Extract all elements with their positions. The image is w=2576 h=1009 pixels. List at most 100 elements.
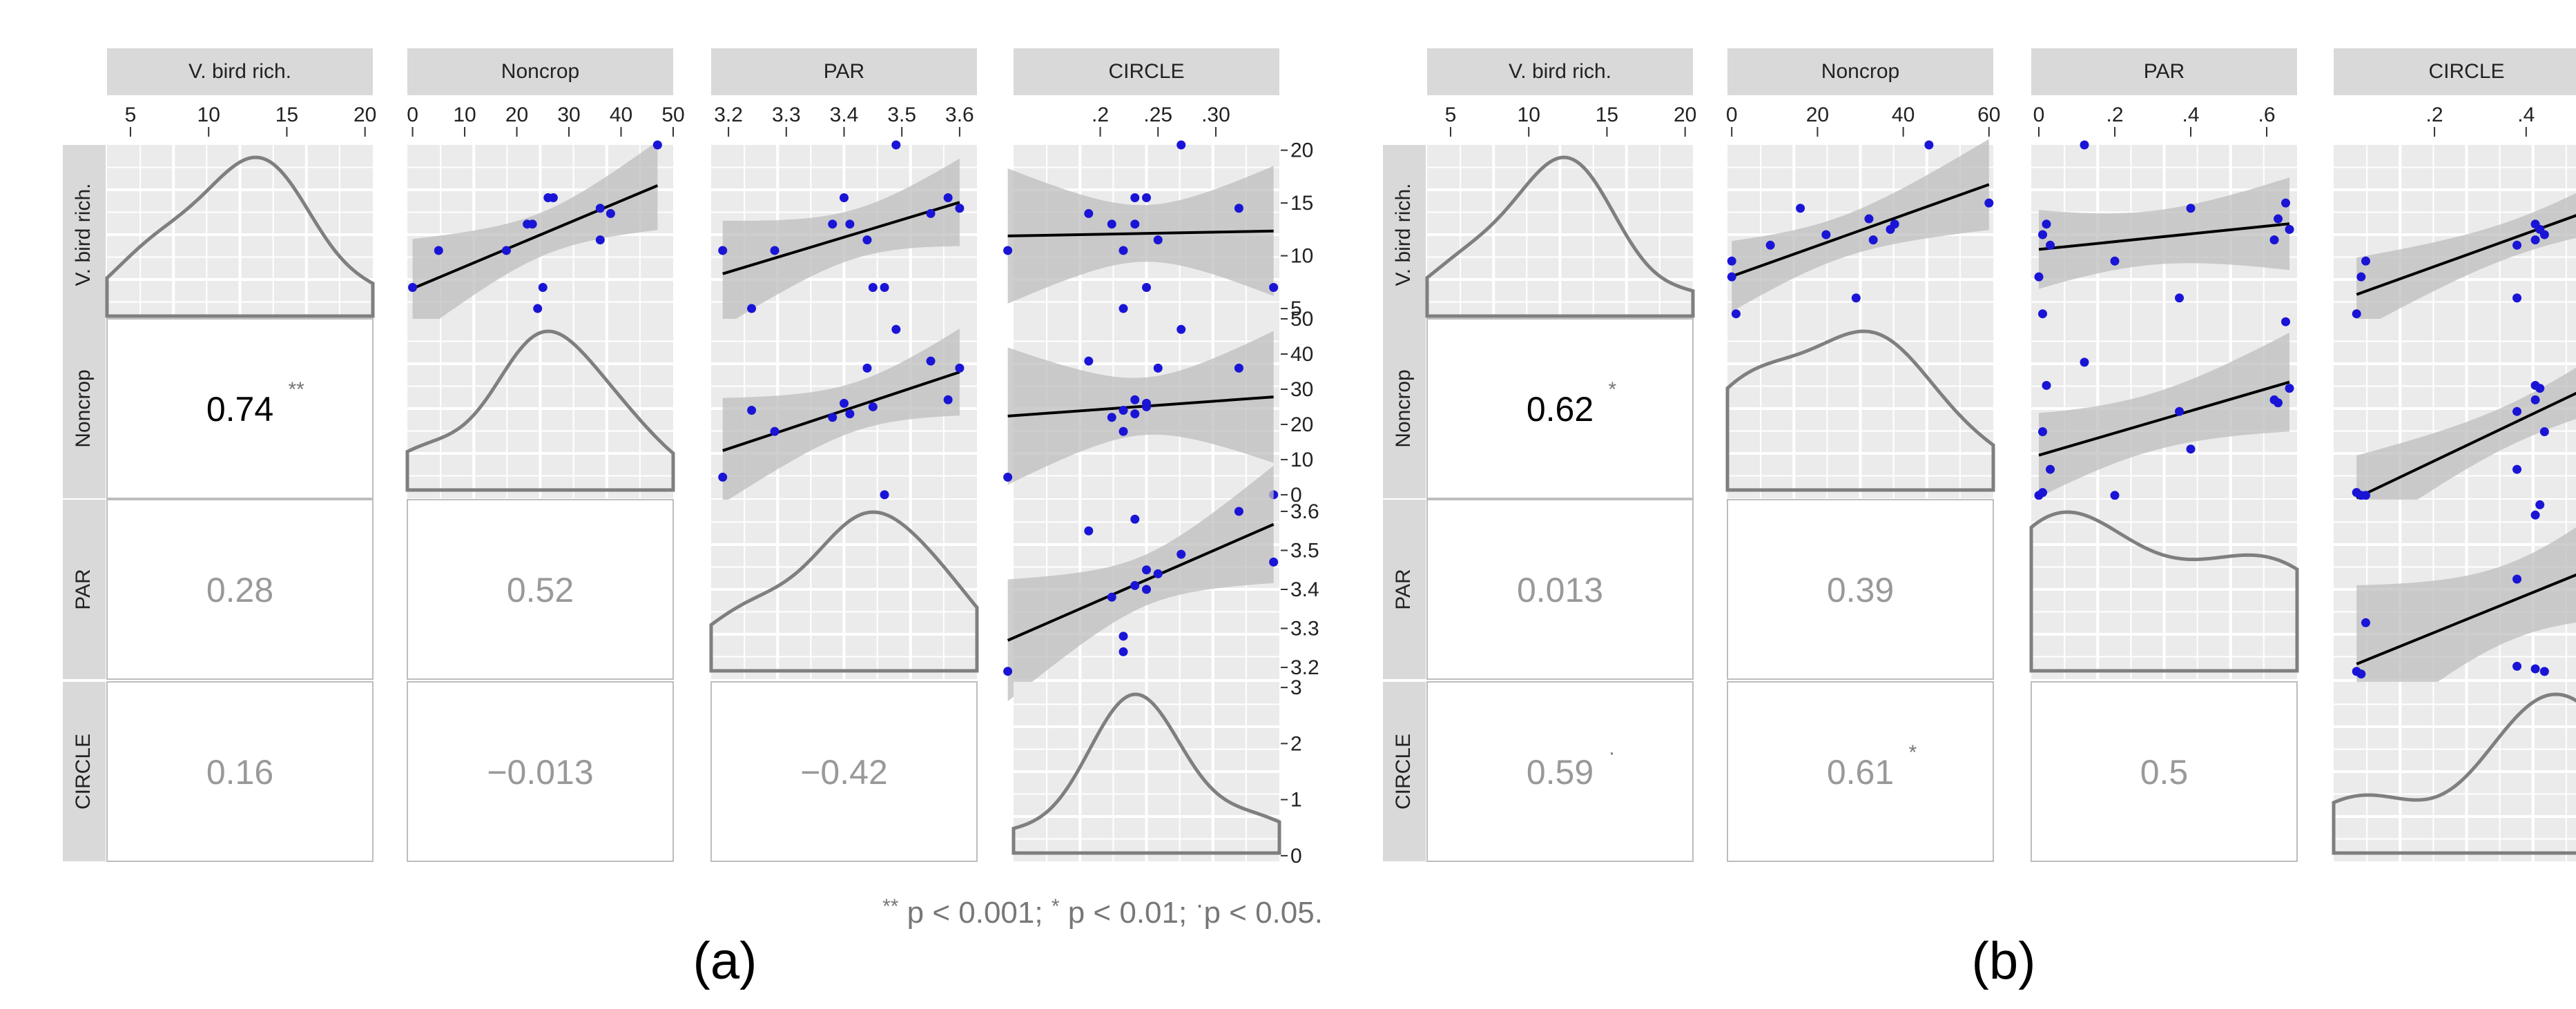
data-point xyxy=(1130,193,1140,202)
strip-top-v-bird-rich xyxy=(1427,48,1693,95)
y-tick-label: 3.2 xyxy=(1290,656,1319,679)
data-point xyxy=(1003,246,1013,255)
density-curve-par xyxy=(2029,510,2299,673)
strip-label-noncrop: Noncrop xyxy=(1821,60,1899,83)
strip-left-noncrop xyxy=(1383,319,1426,498)
correlation-value: 0.74 xyxy=(206,390,273,429)
confidence-band xyxy=(1732,139,1989,312)
correlation-value: 0.61 xyxy=(1827,753,1894,792)
y-tick-label: 0 xyxy=(1290,484,1302,507)
data-point xyxy=(2512,464,2522,474)
data-point xyxy=(1924,140,1934,150)
data-point xyxy=(2285,384,2294,393)
strip-label-par: PAR xyxy=(2144,60,2185,83)
x-tick-label: .2 xyxy=(2426,104,2443,126)
data-point xyxy=(1084,208,1094,218)
strip-top-par xyxy=(2031,48,2297,95)
correlation-panel xyxy=(710,681,978,862)
x-tick-label: 60 xyxy=(1977,104,2000,126)
strip-label-circle: CIRCLE xyxy=(2428,60,2504,83)
correlation-panel xyxy=(1426,499,1694,680)
data-point xyxy=(2042,380,2051,390)
x-tick-label: 20 xyxy=(1806,104,1829,126)
x-tick-label: 3.6 xyxy=(945,104,974,126)
x-tick-label: 40 xyxy=(1892,104,1915,126)
density-curve-noncrop xyxy=(1725,329,1995,492)
data-point xyxy=(1118,406,1128,415)
data-point xyxy=(1130,395,1140,404)
data-point xyxy=(1868,235,1878,245)
data-point xyxy=(828,413,837,422)
data-point xyxy=(2186,204,2196,213)
correlation-value: 0.62 xyxy=(1527,390,1594,429)
x-tick-label: .25 xyxy=(1143,104,1172,126)
data-point xyxy=(2110,256,2120,266)
data-point xyxy=(501,246,511,255)
strip-top-noncrop xyxy=(407,48,673,95)
regression-line xyxy=(1731,183,1990,278)
panel-label-a: (a) xyxy=(693,932,757,990)
strip-label-left-noncrop: Noncrop xyxy=(72,369,95,447)
strip-left-v-bird-rich xyxy=(1383,145,1426,324)
y-tick-label: 3 xyxy=(1290,676,1302,699)
data-point xyxy=(747,304,757,313)
x-tick-label: 3.5 xyxy=(887,104,916,126)
strip-top-par xyxy=(711,48,977,95)
confidence-band xyxy=(2039,177,2289,289)
data-point xyxy=(2361,256,2370,266)
data-point xyxy=(1118,304,1128,313)
confidence-band xyxy=(412,141,658,338)
correlation-panel xyxy=(1727,499,1994,680)
data-point xyxy=(926,356,936,366)
data-point xyxy=(868,402,878,411)
x-tick-label: 50 xyxy=(661,104,684,126)
x-tick-label: 20 xyxy=(354,104,376,126)
y-tick-label: 50 xyxy=(1290,308,1313,331)
x-tick-label: 30 xyxy=(557,104,580,126)
data-point xyxy=(2038,230,2047,239)
regression-line xyxy=(2038,222,2290,251)
strip-label-left-par: PAR xyxy=(1392,569,1415,609)
y-tick-label: 10 xyxy=(1290,449,1313,471)
strip-left-par xyxy=(1383,500,1426,679)
panel-label-b: (b) xyxy=(1972,932,2036,990)
data-point xyxy=(2269,235,2279,245)
data-point xyxy=(2175,293,2184,303)
data-point xyxy=(606,208,615,218)
regression-line xyxy=(411,184,659,290)
x-tick-label: .2 xyxy=(1092,104,1109,126)
correlation-value: 0.52 xyxy=(507,571,574,609)
data-point xyxy=(2285,224,2294,234)
y-tick-label: 15 xyxy=(1290,192,1313,215)
correlation-value: 0.39 xyxy=(1827,571,1894,609)
data-point xyxy=(1765,240,1775,250)
data-point xyxy=(1153,569,1163,578)
data-point xyxy=(1118,427,1128,436)
data-point xyxy=(1984,198,1994,208)
data-point xyxy=(2080,357,2089,367)
data-point xyxy=(770,246,779,255)
confidence-band xyxy=(2356,193,2576,332)
data-point xyxy=(891,140,901,150)
data-point xyxy=(2539,667,2549,676)
y-tick-label: 3.3 xyxy=(1290,618,1319,640)
regression-line xyxy=(722,201,960,275)
correlation-panel xyxy=(1426,681,1694,862)
data-point xyxy=(2530,664,2540,674)
data-point xyxy=(1003,667,1013,676)
strip-label-left-par: PAR xyxy=(72,569,95,609)
strip-top-noncrop xyxy=(1727,48,1993,95)
data-point xyxy=(2110,491,2120,500)
x-tick-label: .30 xyxy=(1201,104,1230,126)
data-point xyxy=(2361,618,2370,627)
x-tick-label: 0 xyxy=(2033,104,2045,126)
x-tick-label: 5 xyxy=(1445,104,1457,126)
strip-left-circle xyxy=(1383,682,1426,861)
data-point xyxy=(1130,514,1140,524)
data-point xyxy=(2034,272,2044,282)
data-point xyxy=(2530,510,2540,520)
data-point xyxy=(1118,647,1128,656)
strip-left-v-bird-rich xyxy=(63,145,106,324)
correlation-panel xyxy=(106,499,374,680)
data-point xyxy=(2352,488,2361,498)
